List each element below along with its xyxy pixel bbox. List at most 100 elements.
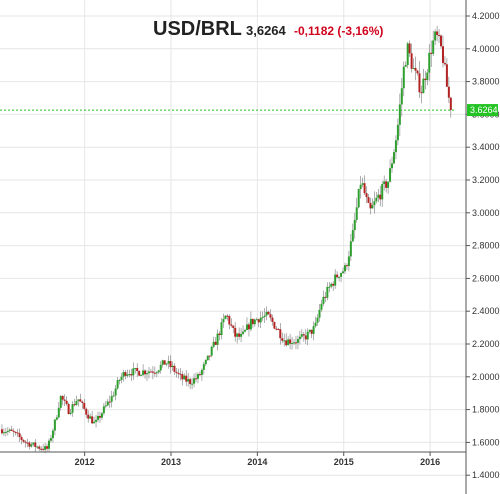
candle-body [391, 163, 394, 169]
candle-body [381, 184, 384, 200]
candle-body [8, 429, 11, 431]
candle-body [230, 324, 233, 326]
candle-body [173, 365, 176, 372]
candle-body [20, 437, 23, 440]
candle-body [40, 448, 43, 450]
candle-body [371, 205, 374, 209]
candle-body [228, 316, 231, 325]
candle-body [106, 401, 109, 406]
candle-body [44, 446, 47, 450]
candle-body [345, 265, 348, 267]
candle-body [440, 35, 443, 47]
candle-body [367, 197, 370, 203]
candle-body [232, 325, 235, 328]
candle-body [218, 333, 221, 336]
candle-body [249, 318, 252, 330]
candle-body [138, 371, 141, 376]
candle-body [445, 64, 448, 87]
candle-body [273, 321, 276, 329]
candle-body [404, 65, 407, 67]
candle-body [57, 407, 60, 418]
candle-body [26, 442, 29, 444]
candle-body [100, 413, 103, 418]
candle-body [38, 446, 41, 449]
candle-body [392, 152, 395, 164]
candle-body [179, 373, 182, 375]
candle-body [212, 341, 215, 347]
candle-body [51, 430, 54, 439]
candle-body [114, 388, 117, 396]
candle-body [48, 440, 51, 449]
candle-body [89, 416, 92, 419]
candle-body [234, 327, 237, 337]
candle-body [132, 368, 135, 376]
candle-body [49, 438, 52, 441]
candle-body [287, 339, 290, 346]
y-tick-label: 3.8000 [472, 77, 500, 87]
candle-body [153, 372, 156, 374]
candle-body [226, 315, 229, 317]
candle-body [87, 414, 90, 419]
candle-body [149, 371, 152, 373]
y-tick-label: 2.0000 [472, 372, 500, 382]
y-tick-label: 2.4000 [472, 306, 500, 316]
candle-body [202, 364, 205, 370]
candle-body [126, 374, 129, 376]
candle-body [420, 92, 423, 94]
candle-body [36, 446, 39, 448]
candle-body [118, 379, 121, 381]
y-tick-label: 1.8000 [472, 405, 500, 415]
candle-body [14, 431, 17, 433]
candle-body [146, 373, 149, 375]
y-tick-label: 2.8000 [472, 241, 500, 251]
candle-body [177, 372, 180, 374]
candle-body [291, 343, 294, 345]
candle-body [55, 417, 58, 420]
candle-body [204, 359, 207, 365]
y-tick-label: 3.4000 [472, 142, 500, 152]
candle-body [353, 219, 356, 231]
candle-body [22, 439, 25, 442]
candle-body [144, 370, 147, 375]
candle-body [324, 296, 327, 298]
candle-body [206, 355, 209, 360]
candle-body [351, 230, 354, 242]
candle-body [418, 73, 421, 93]
candle-body [120, 376, 123, 380]
chart-title: USD/BRL [153, 18, 242, 40]
last-value-badge: 3.6264 [467, 104, 498, 117]
candle-body [183, 375, 186, 380]
candle-body [130, 374, 133, 376]
candle-body [247, 324, 250, 330]
candle-body [318, 309, 321, 318]
chart-grid [0, 0, 466, 476]
candle-body [296, 339, 299, 343]
candle-body [110, 396, 113, 402]
candle-body [281, 338, 284, 341]
candle-body [220, 322, 223, 336]
candle-body [261, 316, 264, 318]
candle-body [59, 395, 62, 408]
y-tick-label: 1.4000 [472, 470, 500, 480]
candle-body [387, 181, 390, 188]
candle-body [373, 201, 376, 206]
candle-body [343, 265, 346, 272]
candle-body [242, 331, 245, 334]
y-tick-label: 2.6000 [472, 273, 500, 283]
candle-body [316, 317, 319, 323]
candle-body [169, 361, 172, 368]
candle-body [312, 326, 315, 334]
y-tick-label: 3.2000 [472, 175, 500, 185]
x-tick-label: 2013 [161, 457, 181, 467]
candle-body [198, 374, 201, 376]
candle-body [34, 442, 37, 447]
candles-series [0, 25, 452, 454]
candle-body [361, 183, 364, 185]
x-axis: 2012 2013 2014 2015 2016 [75, 452, 440, 467]
candle-body [359, 184, 362, 190]
candle-body [214, 341, 217, 345]
candle-body [187, 379, 190, 382]
candle-body [430, 52, 433, 54]
